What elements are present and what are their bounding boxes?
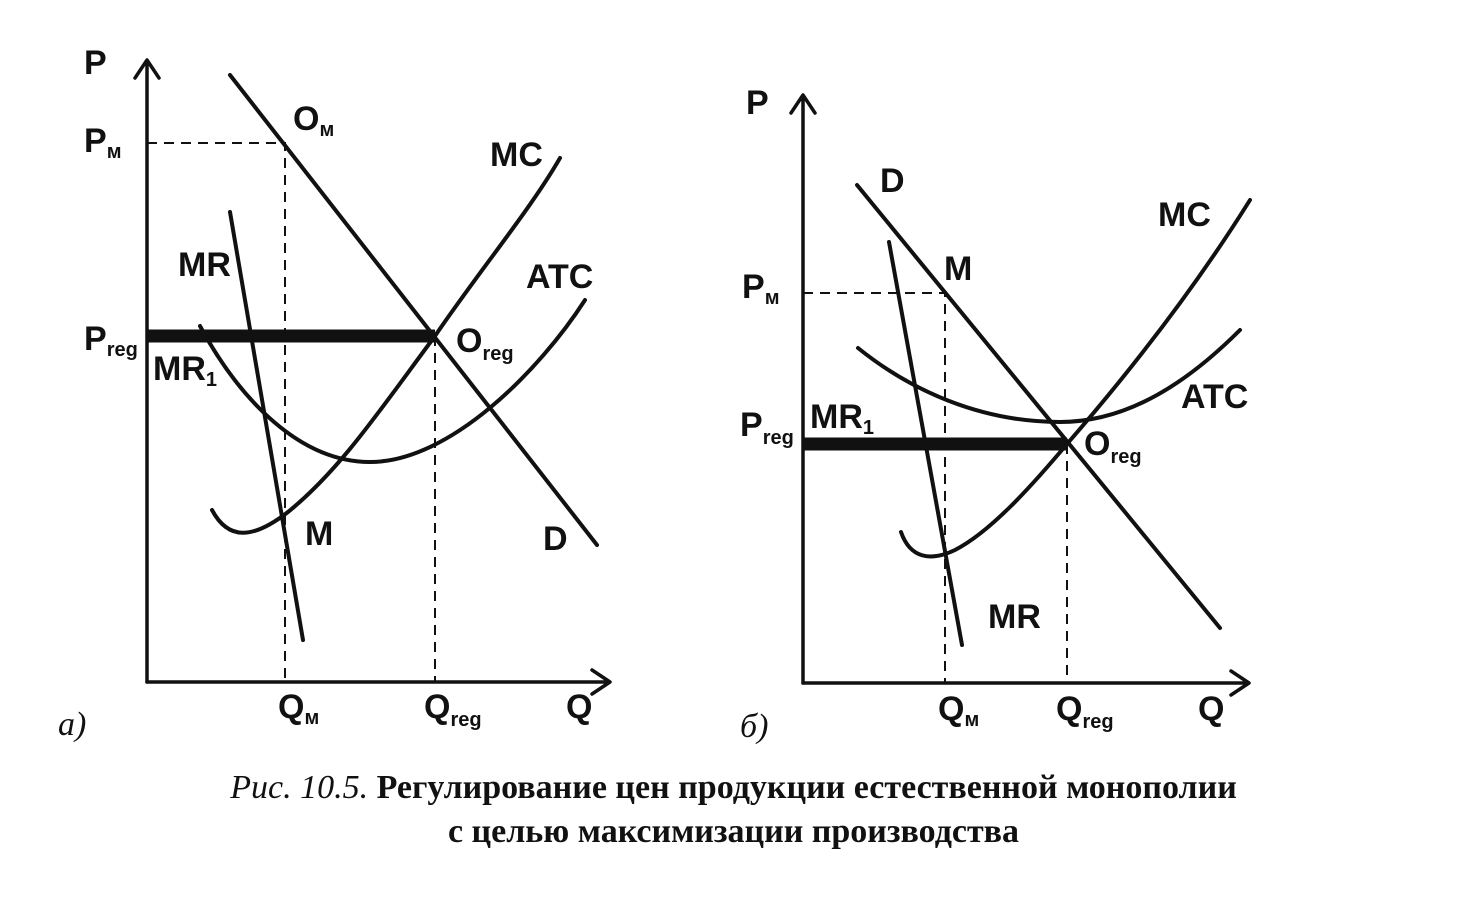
panel-a-mc-label: MC (490, 136, 543, 174)
panel-a-tag: а) (58, 706, 86, 743)
panel-a-mr-curve (228, 210, 305, 642)
panel-b-pm-guide (803, 292, 946, 683)
panel-b-demand-curve (855, 183, 1222, 630)
panel-a-mr-label: MR (178, 246, 231, 284)
panel-b-mr-curve (887, 240, 964, 647)
panel-b-atc-curve (856, 328, 1242, 424)
panel-b-pm-label: Pм (742, 268, 779, 309)
panel-a-preg-label: Preg (84, 320, 138, 361)
caption-line-2: с целью максимизации производства (447, 813, 1020, 850)
panel-a-d-label: D (543, 520, 568, 558)
panel-a-oreg-label: Oreg (456, 322, 514, 365)
panel-a-atc-curve (198, 298, 587, 464)
panel-b-mc-label: MC (1158, 196, 1211, 234)
panel-b-mc-curve (899, 198, 1252, 559)
figure-caption: Рис. 10.5. Регулирование цен продукции е… (0, 768, 1467, 808)
panel-a-qm-label: Qм (278, 688, 319, 729)
panel-b-preg-label: Preg (740, 406, 794, 449)
figure-number: Рис. 10.5. (230, 769, 369, 806)
panel-a-pm-label: Pм (84, 122, 121, 163)
panel-a-mr1-label: MR1 (153, 350, 217, 391)
panel-a: P Q Pм Preg Oм Oreg MC ATC MR MR1 M D Qм… (58, 44, 612, 743)
panel-a-mc-curve (210, 156, 562, 535)
panel-a-atc-label: ATC (526, 258, 593, 296)
panel-b-mr-label: MR (988, 598, 1041, 636)
panel-b-oreg-label: Oreg (1084, 425, 1142, 468)
panel-a-p-axis-label: P (84, 44, 107, 82)
panel-a-q-axis-label: Q (566, 688, 592, 726)
panel-b: P Q Pм Preg MR1 Oreg MC ATC MR M D Qм Qr… (740, 84, 1252, 745)
panel-a-m-label: M (305, 515, 333, 553)
panel-b-qm-label: Qм (938, 690, 979, 731)
figure-caption-line-2: с целью максимизации производства (0, 812, 1467, 852)
panel-a-x-axis (145, 668, 612, 696)
panel-b-tag: б) (740, 708, 768, 745)
panel-b-p-axis-label: P (746, 84, 769, 122)
panel-b-mr1-label: MR1 (810, 398, 874, 439)
caption-line-1: Регулирование цен продукции естественной… (376, 769, 1237, 806)
panel-b-atc-label: ATC (1181, 378, 1248, 416)
panel-b-d-label: D (880, 162, 905, 200)
panel-b-qreg-label: Qreg (1056, 690, 1114, 733)
panel-b-m-label: M (944, 250, 972, 288)
panel-b-q-axis-label: Q (1198, 690, 1224, 728)
panel-a-om-label: Oм (293, 100, 334, 141)
panel-a-qreg-label: Qreg (424, 688, 482, 731)
panel-b-x-axis (801, 669, 1251, 697)
panel-b-y-axis (789, 93, 817, 685)
panel-a-y-axis (133, 58, 161, 684)
panel-a-demand-curve (228, 73, 599, 547)
